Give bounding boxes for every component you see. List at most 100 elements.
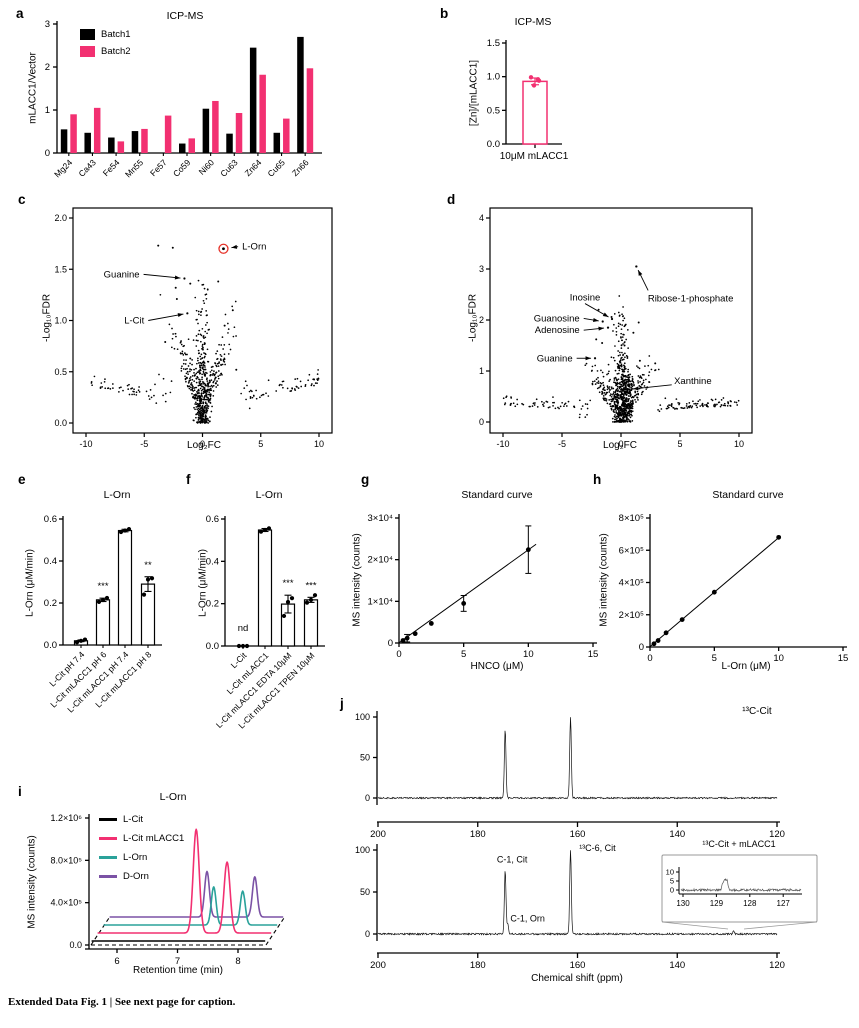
nmr-top-condition-label: ¹³C-Cit [742,706,772,717]
svg-text:0: 0 [647,653,652,664]
svg-text:-5: -5 [140,439,148,449]
svg-text:4×10⁵: 4×10⁵ [619,578,644,589]
svg-text:L-Cit: L-Cit [124,316,144,327]
svg-text:3×10⁴: 3×10⁴ [368,513,393,524]
svg-text:4: 4 [479,213,484,223]
panel-a-ylabel: mLACC1/Vector [27,52,39,124]
legend-chromatogram: L-Cit L-Cit mLACC1 L-Orn D-Orn [99,810,184,886]
caption-bold: Extended Data Fig. 1 | [8,996,113,1008]
svg-text:***: *** [97,581,108,592]
svg-text:7: 7 [175,956,180,967]
svg-text:5: 5 [670,877,674,886]
panel-h-letter: h [593,472,602,487]
panel-j-xlabel: Chemical shift (ppm) [531,973,623,984]
panel-b-title: ICP-MS [514,16,552,28]
svg-text:10: 10 [734,439,744,449]
lorn-line-swatch [99,856,117,859]
svg-text:8: 8 [235,956,240,967]
panel-g-standard-curve: 0 1×10⁴ 2×10⁴ 3×10⁴ 0 5 10 15 [368,513,599,660]
svg-text:3: 3 [479,264,484,274]
svg-text:127: 127 [777,899,791,908]
svg-text:2×10⁵: 2×10⁵ [619,610,644,621]
panel-d-volcano-plot: 0 1 2 3 4 -10 -5 0 5 10 Inosine Ribose-1-phosphate G… [479,207,753,449]
svg-text:1.2×10⁶: 1.2×10⁶ [51,813,83,823]
svg-text:Mn55: Mn55 [123,157,145,179]
legend-item-lcit: L-Cit [99,810,184,829]
panel-b-letter: b [440,6,449,21]
svg-text:**: ** [144,560,152,571]
svg-text:120: 120 [769,960,785,971]
svg-text:Co59: Co59 [171,157,193,179]
svg-text:0.0: 0.0 [44,640,57,651]
lcit-mlacc1-line-swatch [99,837,117,840]
svg-text:-5: -5 [558,439,566,449]
svg-text:***: *** [305,580,316,591]
svg-text:5: 5 [258,439,263,449]
panel-i-letter: i [18,784,22,799]
svg-text:L-Orn: L-Orn [242,242,266,253]
panel-g-xlabel: HNCO (μM) [470,661,524,672]
svg-text:Guanine: Guanine [537,353,573,364]
svg-text:2.0: 2.0 [54,213,67,223]
svg-text:2×10⁴: 2×10⁴ [368,555,393,566]
panel-d-letter: d [447,192,456,207]
svg-text:0.0: 0.0 [54,418,67,428]
svg-text:10: 10 [666,868,674,877]
panel-j-letter: j [340,696,344,711]
svg-text:Ribose-1-phosphate: Ribose-1-phosphate [648,294,734,305]
figure-caption: Extended Data Fig. 1 | See next page for… [8,996,235,1008]
svg-text:0.2: 0.2 [44,598,57,609]
panel-c-volcano-plot: 0.0 0.5 1.0 1.5 2.0 -10 -5 0 5 10 L-Orn Guanine L-Ci… [54,207,333,449]
svg-text:1.0: 1.0 [487,72,500,83]
panel-i-chromatogram: 0.0 4.0×10⁵ 8.0×10⁵ 1.2×10⁶ 6 7 8 [50,813,285,967]
svg-text:100: 100 [355,845,370,855]
legend-item-batch1: Batch1 [80,26,131,43]
svg-text:1.5: 1.5 [54,264,67,274]
svg-text:3: 3 [45,19,50,30]
lcit-mlacc1-label: L-Cit mLACC1 [123,833,185,844]
batch1-swatch [80,29,95,40]
svg-text:0.2: 0.2 [206,599,219,610]
svg-text:180: 180 [470,829,486,840]
svg-text:-10: -10 [496,439,509,449]
svg-text:Mg24: Mg24 [52,157,74,179]
nmr-inset-title: ¹³C-Cit + mLACC1 [702,839,776,849]
svg-text:120: 120 [769,829,785,840]
svg-text:6×10⁵: 6×10⁵ [619,545,644,556]
legend-item-lcit-mlacc1: L-Cit mLACC1 [99,829,184,848]
svg-text:0: 0 [200,439,205,449]
panel-d-xlabel: Log₂FC [603,440,637,451]
svg-text:50: 50 [360,753,370,763]
svg-text:8×10⁵: 8×10⁵ [619,513,644,524]
svg-text:4.0×10⁵: 4.0×10⁵ [50,898,82,908]
svg-text:Cu65: Cu65 [266,157,288,179]
svg-text:10: 10 [314,439,324,449]
svg-text:Cu63: Cu63 [218,157,240,179]
svg-text:-10: -10 [79,439,92,449]
svg-text:0: 0 [618,439,623,449]
panel-g-letter: g [361,472,370,487]
svg-text:15: 15 [838,653,849,664]
svg-text:100: 100 [355,712,370,722]
svg-text:160: 160 [570,829,586,840]
svg-text:5: 5 [677,439,682,449]
svg-text:Fe57: Fe57 [148,157,169,178]
svg-text:2: 2 [479,315,484,325]
svg-text:0: 0 [365,793,370,803]
svg-text:C-1, Cit: C-1, Cit [497,855,528,865]
svg-text:Inosine: Inosine [570,293,601,304]
panel-a-title: ICP-MS [166,10,204,22]
svg-text:200: 200 [370,960,386,971]
svg-text:5: 5 [461,649,466,660]
svg-text:0: 0 [639,642,644,653]
svg-text:Ni60: Ni60 [197,157,217,177]
svg-text:1.5: 1.5 [487,38,500,49]
svg-text:1×10⁴: 1×10⁴ [368,596,393,607]
panel-c-letter: c [18,192,26,207]
svg-text:10: 10 [773,653,784,664]
panel-i-xlabel: Retention time (min) [132,965,224,976]
svg-text:0: 0 [670,886,674,895]
panel-b-bar-chart: 0.0 0.5 1.0 1.5 [487,38,562,150]
svg-text:0.0: 0.0 [206,641,219,652]
svg-text:129: 129 [710,899,724,908]
